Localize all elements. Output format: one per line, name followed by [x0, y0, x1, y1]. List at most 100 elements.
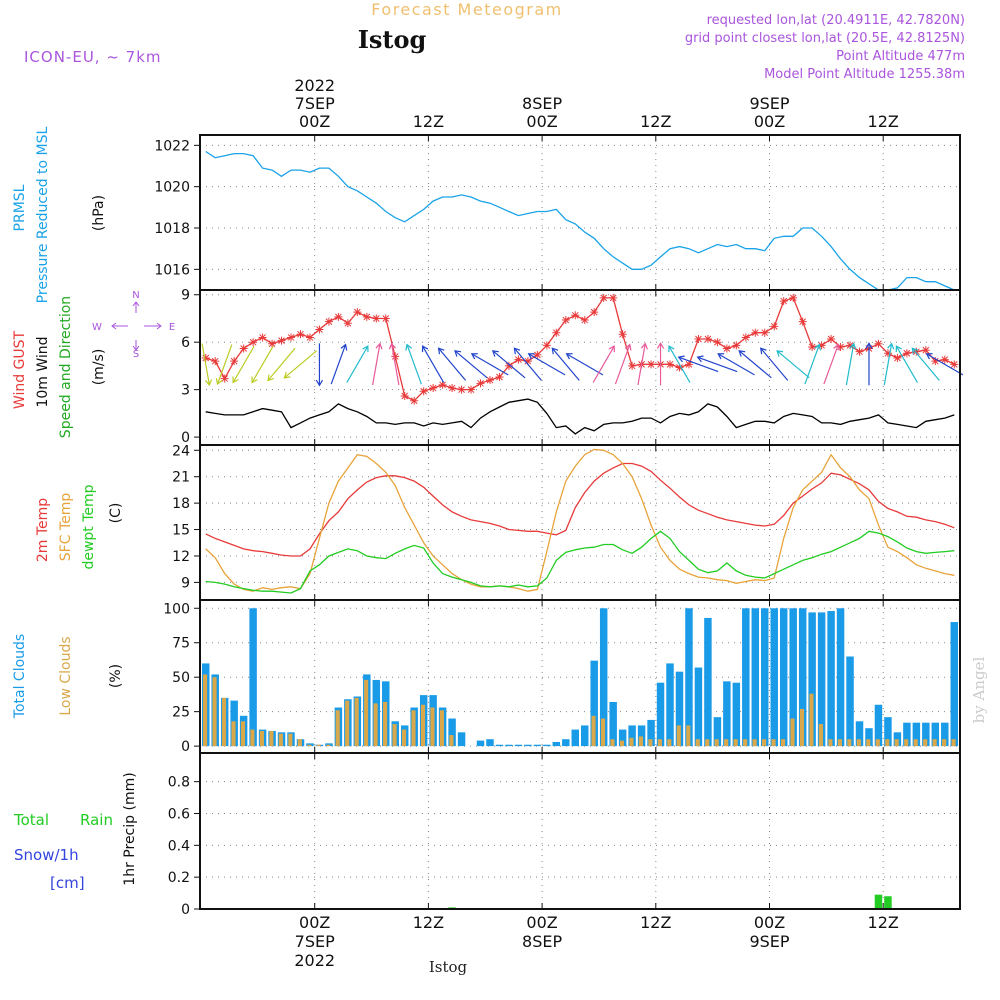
- wind-compass: N W E S: [92, 290, 175, 360]
- bar-total-clouds: [931, 722, 940, 747]
- bar-total-clouds: [599, 608, 608, 747]
- gust-point: [931, 357, 940, 366]
- bar-total-clouds: [495, 744, 504, 747]
- gust-point: [485, 376, 494, 385]
- wind-label-unit: (m/s): [91, 349, 107, 386]
- bar-low-clouds: [856, 739, 861, 747]
- gust-point: [675, 363, 684, 372]
- wind-arrow: [845, 343, 855, 386]
- wind-label-10m: 10m Wind: [35, 336, 51, 407]
- wind-arrow: [438, 347, 467, 381]
- bar-total-clouds: [590, 660, 598, 747]
- gust-point: [220, 374, 229, 383]
- bar-total-clouds: [761, 608, 769, 747]
- bottom-time-label: 2022: [294, 951, 335, 970]
- wind-arrow-head: [624, 343, 632, 351]
- gust-point: [438, 380, 447, 389]
- bar-low-clouds: [345, 700, 350, 747]
- bar-low-clouds: [752, 739, 757, 747]
- wind-arrow-head: [759, 347, 767, 355]
- bar-low-clouds: [875, 739, 880, 747]
- bar-total-clouds: [476, 740, 485, 747]
- wind-arrow-head: [696, 355, 704, 363]
- bar-total-clouds: [514, 744, 523, 747]
- y-tick-label: 25: [172, 705, 190, 721]
- wind-arrow: [883, 343, 893, 386]
- y-tick-label: 0.6: [168, 806, 190, 822]
- gust-point: [419, 387, 428, 396]
- wind-arrow: [717, 353, 755, 376]
- bar-total-clouds: [524, 744, 532, 747]
- bar-low-clouds: [610, 739, 615, 747]
- gust-point: [590, 308, 599, 317]
- wind-arrow: [566, 353, 604, 376]
- top-time-label: 12Z: [640, 112, 671, 131]
- bar-low-clouds: [913, 739, 918, 747]
- top-time-label: 00Z: [754, 112, 785, 131]
- bar-total-clouds: [647, 719, 655, 747]
- gust-point: [874, 339, 883, 348]
- bar-low-clouds: [619, 740, 625, 747]
- wind-arrow-head: [608, 345, 615, 353]
- wind-arrow-head: [849, 342, 857, 350]
- wind-arrow: [454, 350, 488, 379]
- bottom-time-label: 00Z: [526, 913, 557, 932]
- wind-arrow-head: [267, 374, 274, 382]
- wind-arrow: [492, 350, 526, 379]
- pressure-label-prmsl: PRMSL: [12, 184, 28, 231]
- bar-total-clouds: [581, 725, 589, 747]
- wind-arrow-head: [315, 379, 324, 387]
- bar-low-clouds: [259, 730, 264, 747]
- bar-total-clouds: [543, 744, 551, 747]
- gust-point: [305, 333, 314, 342]
- wind-arrow: [216, 344, 233, 385]
- bar-total-clouds: [827, 611, 835, 747]
- compass-arrows-icon: [111, 301, 162, 351]
- gust-point: [258, 333, 267, 342]
- bar-low-clouds: [326, 744, 331, 747]
- wind-arrow: [232, 345, 255, 383]
- gust-point: [410, 396, 419, 405]
- wind-arrow: [760, 347, 789, 381]
- gust-point: [362, 312, 371, 321]
- bar-low-clouds: [278, 733, 283, 747]
- wind-arrow: [422, 345, 445, 383]
- gust-point: [902, 349, 911, 358]
- bar-low-clouds: [439, 710, 444, 747]
- gust-point: [533, 350, 542, 359]
- series-prmsl: [205, 150, 955, 291]
- gust-point: [751, 328, 760, 337]
- bar-total-clouds: [798, 608, 807, 747]
- wind-arrow-head: [911, 347, 919, 355]
- gust-point: [201, 354, 210, 363]
- gust-point: [883, 349, 892, 358]
- top-time-label: 2022: [294, 76, 335, 95]
- wind-arrow: [528, 353, 566, 376]
- wind-arrow-head: [340, 343, 348, 351]
- y-tick-label: 3: [181, 383, 190, 399]
- bar-total-clouds: [903, 722, 911, 747]
- bar-total-clouds: [249, 608, 257, 747]
- wind-arrow-head: [717, 353, 725, 360]
- gust-point: [353, 308, 362, 317]
- bar-low-clouds: [297, 739, 302, 747]
- bar-low-clouds: [866, 739, 871, 747]
- bar-total-clouds: [922, 722, 930, 747]
- precip-legend-rain: Rain: [80, 811, 113, 829]
- bar-low-clouds: [695, 739, 700, 747]
- wind-arrow: [251, 345, 274, 383]
- bar-low-clouds: [771, 739, 776, 747]
- wind-arrow: [471, 353, 509, 376]
- bar-total-clouds: [817, 612, 826, 747]
- gust-point: [542, 341, 551, 350]
- bar-low-clouds: [401, 729, 407, 747]
- chart-panels: 1016101810201022036991215182124025507510…: [154, 76, 964, 970]
- bar-low-clouds: [354, 697, 359, 747]
- gust-point: [666, 360, 675, 369]
- bar-low-clouds: [904, 739, 909, 747]
- bar-total-clouds: [742, 608, 750, 747]
- bottom-time-label: 00Z: [299, 913, 330, 932]
- wind-arrow: [637, 343, 646, 386]
- bar-low-clouds: [724, 739, 729, 747]
- wind-arrow: [895, 345, 918, 383]
